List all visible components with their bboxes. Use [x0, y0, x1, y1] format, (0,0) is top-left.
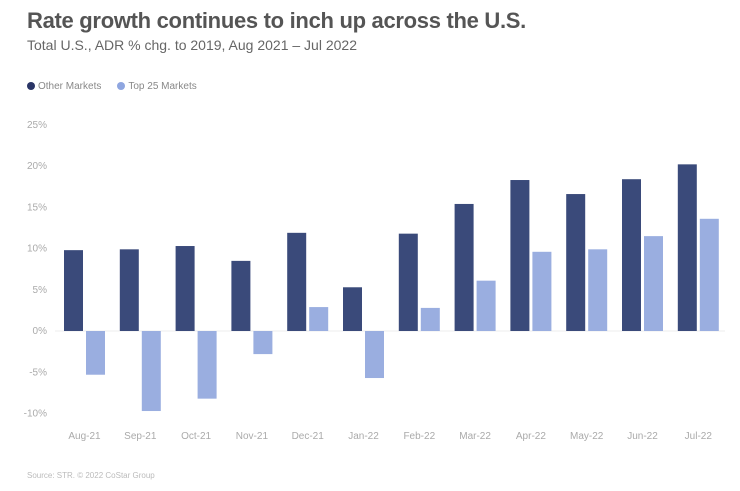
y-tick-label: 15%	[27, 202, 47, 213]
bar-other-markets	[566, 194, 586, 331]
bar-other-markets	[343, 287, 362, 331]
bar-top-25-markets	[141, 331, 161, 412]
x-tick-label: Jul-22	[685, 431, 713, 442]
x-tick-label: Jun-22	[627, 431, 658, 442]
bar-top-25-markets	[476, 280, 496, 331]
x-tick-label: Mar-22	[459, 431, 491, 442]
y-tick-label: 0%	[33, 326, 48, 337]
bar-other-markets	[398, 233, 418, 331]
legend-item-other-markets: Other Markets	[27, 81, 101, 92]
bar-top-25-markets	[588, 249, 608, 331]
bar-top-25-markets	[532, 251, 552, 331]
y-tick-label: -5%	[29, 367, 47, 378]
x-tick-label: Feb-22	[403, 431, 435, 442]
bar-top-25-markets	[309, 307, 329, 331]
bar-other-markets	[287, 232, 307, 331]
y-tick-label: 10%	[27, 244, 47, 255]
bar-other-markets	[175, 246, 195, 331]
bar-other-markets	[622, 179, 641, 331]
bar-top-25-markets	[86, 331, 105, 375]
legend-item-top-25-markets: Top 25 Markets	[117, 81, 197, 92]
bar-top-25-markets	[197, 331, 217, 399]
bar-other-markets	[677, 164, 697, 331]
y-tick-label: 20%	[27, 161, 47, 172]
x-tick-label: Nov-21	[236, 431, 269, 442]
x-tick-label: Dec-21	[292, 431, 325, 442]
bar-top-25-markets	[699, 218, 719, 331]
legend-swatch-icon	[27, 82, 35, 90]
bar-top-25-markets	[644, 236, 663, 331]
bar-other-markets	[510, 180, 530, 331]
bar-other-markets	[231, 260, 251, 331]
x-tick-label: May-22	[570, 431, 604, 442]
x-tick-label: Jan-22	[348, 431, 379, 442]
chart-subtitle: Total U.S., ADR % chg. to 2019, Aug 2021…	[27, 37, 357, 53]
bar-other-markets	[64, 250, 83, 331]
bar-top-25-markets	[420, 307, 440, 331]
y-tick-label: -10%	[24, 409, 47, 420]
x-tick-label: Sep-21	[124, 431, 157, 442]
legend-swatch-icon	[117, 82, 126, 90]
y-tick-label: 5%	[33, 285, 48, 296]
x-tick-label: Aug-21	[68, 431, 101, 442]
chart-title: Rate growth continues to inch up across …	[27, 8, 526, 33]
x-tick-label: Oct-21	[181, 431, 211, 442]
legend: Other Markets Top 25 Markets	[27, 81, 197, 92]
legend-label: Top 25 Markets	[128, 81, 197, 92]
y-tick-label: 25%	[27, 120, 47, 131]
bar-top-25-markets	[365, 331, 384, 379]
bar-top-25-markets	[253, 331, 273, 355]
bar-other-markets	[119, 249, 139, 331]
x-tick-label: Apr-22	[516, 431, 546, 442]
source-note: Source: STR. © 2022 CoStar Group	[27, 471, 155, 480]
bar-other-markets	[454, 203, 474, 331]
legend-label: Other Markets	[38, 81, 102, 92]
